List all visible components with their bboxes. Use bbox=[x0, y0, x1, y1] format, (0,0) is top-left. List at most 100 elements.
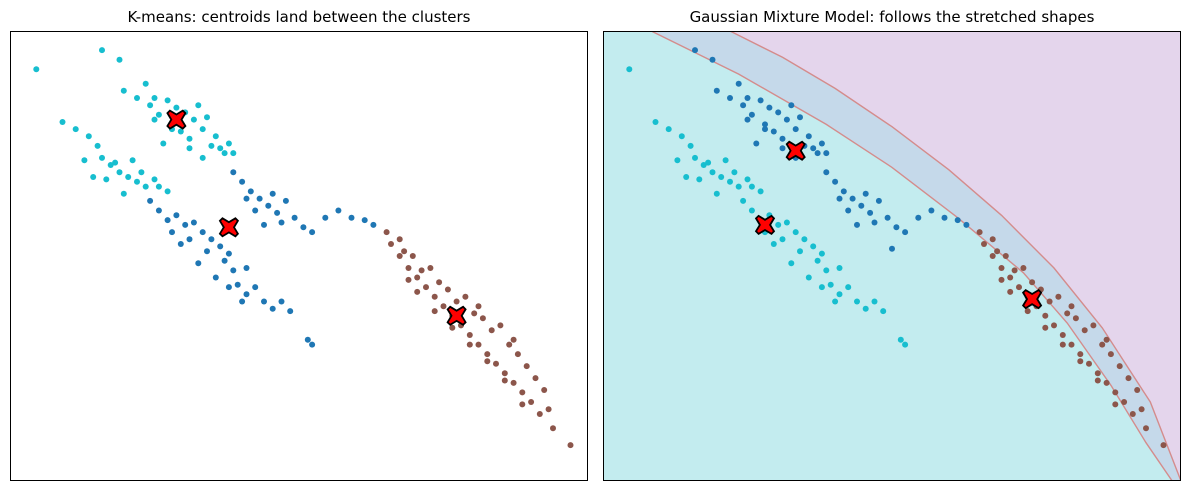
data-point bbox=[1059, 332, 1066, 338]
data-point bbox=[449, 324, 456, 331]
data-point bbox=[550, 425, 556, 432]
data-point bbox=[204, 248, 210, 255]
data-point bbox=[779, 145, 786, 152]
data-point bbox=[1007, 288, 1014, 295]
data-point bbox=[836, 265, 843, 271]
data-point bbox=[182, 221, 189, 228]
data-point bbox=[1002, 253, 1009, 259]
data-point bbox=[836, 291, 843, 298]
data-point bbox=[713, 87, 720, 94]
data-point bbox=[713, 190, 720, 197]
data-point bbox=[1094, 370, 1101, 377]
data-point bbox=[770, 128, 777, 135]
data-point bbox=[871, 219, 878, 226]
data-point bbox=[696, 176, 703, 183]
data-point bbox=[880, 308, 887, 315]
data-point bbox=[81, 157, 88, 164]
data-point bbox=[766, 104, 773, 111]
data-point bbox=[1099, 341, 1106, 348]
data-point bbox=[475, 303, 482, 310]
data-point bbox=[692, 47, 698, 54]
data-point bbox=[1086, 360, 1092, 367]
data-point bbox=[230, 150, 237, 157]
data-point bbox=[225, 284, 232, 291]
data-point bbox=[160, 140, 167, 147]
centroid-marker bbox=[218, 217, 240, 238]
data-point bbox=[261, 298, 267, 305]
data-point bbox=[884, 214, 891, 221]
data-point bbox=[753, 140, 760, 147]
data-point bbox=[269, 190, 276, 197]
data-point bbox=[199, 229, 206, 236]
data-point bbox=[941, 214, 948, 221]
data-point bbox=[475, 341, 482, 348]
data-point bbox=[897, 336, 904, 343]
data-point bbox=[687, 142, 694, 149]
data-point bbox=[1072, 315, 1079, 322]
data-point bbox=[976, 229, 983, 236]
data-point bbox=[683, 174, 690, 180]
data-point bbox=[862, 190, 869, 197]
data-point bbox=[814, 150, 821, 157]
data-point bbox=[823, 169, 830, 176]
data-point bbox=[849, 195, 856, 202]
data-point bbox=[225, 250, 232, 257]
data-point bbox=[409, 253, 416, 259]
data-point bbox=[103, 176, 110, 183]
data-point bbox=[370, 221, 377, 228]
data-point bbox=[805, 274, 812, 281]
data-point bbox=[514, 351, 521, 358]
data-point bbox=[823, 267, 830, 274]
data-point bbox=[239, 298, 246, 305]
data-point bbox=[678, 133, 685, 140]
data-point bbox=[278, 298, 285, 305]
data-point bbox=[335, 207, 342, 214]
data-point bbox=[762, 126, 768, 133]
data-point bbox=[506, 341, 513, 348]
data-point bbox=[779, 236, 786, 243]
data-point bbox=[247, 188, 254, 195]
data-point bbox=[484, 358, 491, 365]
data-point bbox=[871, 298, 878, 305]
data-point bbox=[466, 332, 473, 338]
data-point bbox=[744, 116, 751, 123]
data-point bbox=[536, 411, 543, 417]
data-point bbox=[501, 377, 508, 384]
data-point bbox=[190, 219, 197, 226]
kmeans-axes-frame bbox=[10, 31, 588, 481]
data-point bbox=[269, 305, 276, 312]
data-point bbox=[1042, 324, 1049, 331]
data-point bbox=[718, 174, 725, 180]
data-point bbox=[212, 274, 219, 281]
data-point bbox=[818, 140, 825, 147]
data-point bbox=[427, 265, 434, 271]
data-point bbox=[164, 97, 171, 104]
data-point bbox=[1029, 279, 1036, 286]
data-point bbox=[383, 229, 390, 236]
data-point bbox=[652, 119, 659, 125]
data-point bbox=[120, 190, 127, 197]
data-point bbox=[775, 221, 782, 228]
data-point bbox=[414, 274, 421, 281]
centroid-marker bbox=[166, 109, 187, 130]
data-point bbox=[748, 111, 755, 118]
data-point bbox=[805, 133, 812, 140]
data-point bbox=[221, 150, 228, 157]
data-point bbox=[423, 284, 429, 291]
data-point bbox=[72, 126, 79, 133]
data-point bbox=[832, 298, 839, 305]
data-point bbox=[361, 217, 368, 224]
data-point bbox=[840, 188, 847, 195]
data-point bbox=[797, 114, 803, 121]
data-point bbox=[177, 128, 184, 135]
data-point bbox=[85, 133, 92, 140]
data-point bbox=[788, 260, 795, 267]
data-point bbox=[744, 95, 751, 101]
data-point bbox=[147, 197, 154, 204]
data-point bbox=[431, 293, 438, 300]
data-point bbox=[59, 119, 66, 125]
data-point bbox=[845, 284, 852, 291]
data-point bbox=[274, 209, 281, 216]
data-point bbox=[265, 202, 272, 209]
data-point bbox=[770, 241, 777, 247]
